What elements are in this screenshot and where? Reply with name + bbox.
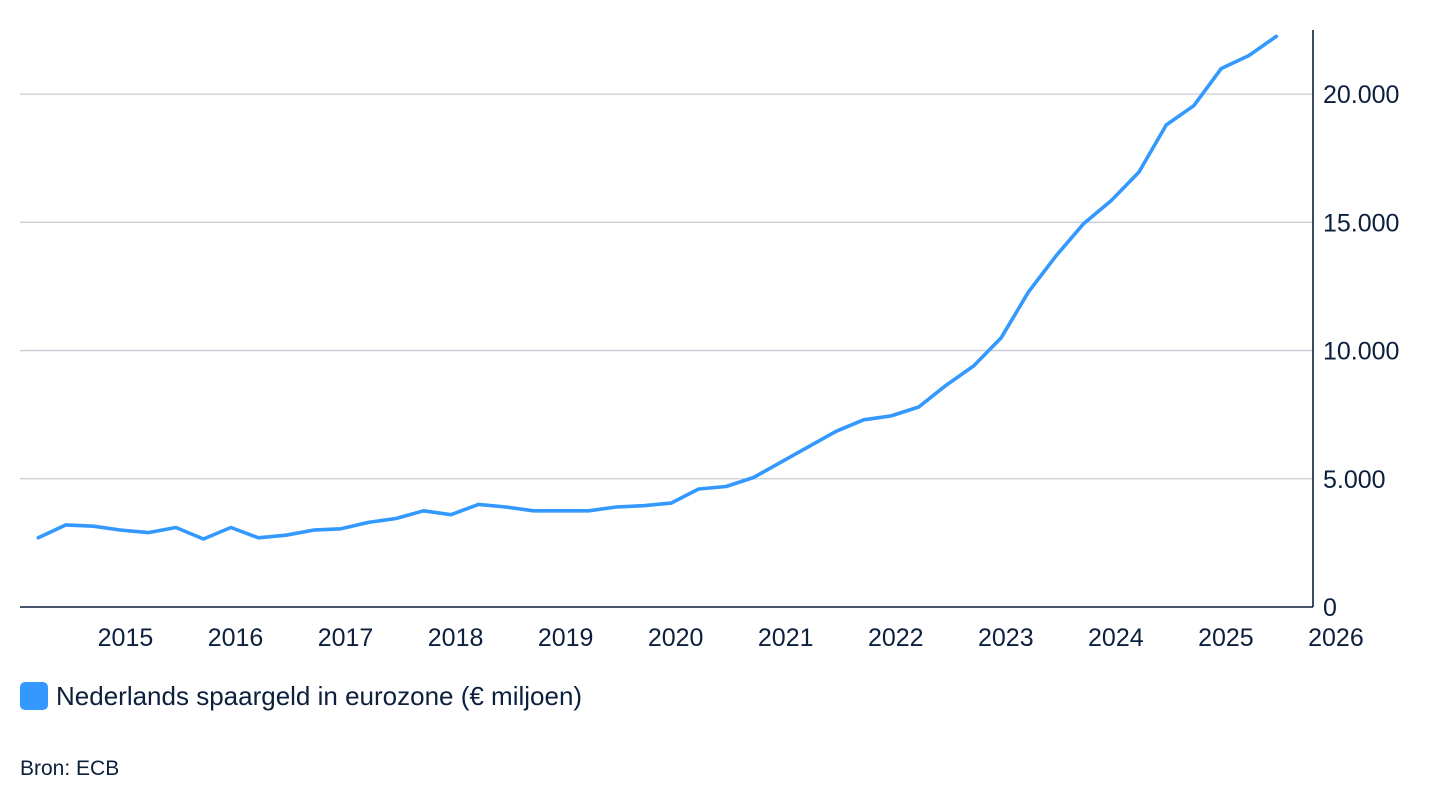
- data-point: [944, 383, 948, 387]
- data-point: [91, 524, 95, 528]
- data-point: [834, 429, 838, 433]
- data-point: [752, 476, 756, 480]
- legend: Nederlands spaargeld in eurozone (€ milj…: [20, 678, 582, 714]
- data-point: [146, 531, 150, 535]
- data-point: [36, 536, 40, 540]
- data-point: [477, 502, 481, 506]
- data-point: [587, 509, 591, 513]
- data-point: [174, 526, 178, 530]
- data-point: [642, 504, 646, 508]
- data-point: [1247, 54, 1251, 58]
- data-point: [339, 527, 343, 531]
- data-point: [256, 536, 260, 540]
- line-chart: 2015 2016 2017 2018 2019 2020 2021 2022 2023 2024…: [20, 30, 1399, 652]
- y-tick-label: 5.000: [1323, 466, 1386, 494]
- data-point: [862, 418, 866, 422]
- data-point: [1054, 254, 1058, 258]
- data-point: [1109, 199, 1113, 203]
- data-point: [917, 405, 921, 409]
- data-point: [779, 460, 783, 464]
- data-point: [807, 445, 811, 449]
- legend-swatch: [20, 682, 48, 710]
- data-point: [1137, 170, 1141, 174]
- data-point: [669, 501, 673, 505]
- data-point: [724, 485, 728, 489]
- x-tick-label: 2026: [1308, 624, 1364, 652]
- legend-label: Nederlands spaargeld in eurozone (€ milj…: [56, 680, 583, 711]
- data-point: [559, 509, 563, 513]
- x-tick-label: 2024: [1088, 624, 1144, 652]
- y-tick-label: 10.000: [1323, 338, 1399, 366]
- x-tick-label: 2017: [318, 624, 374, 652]
- gridlines: [20, 93, 1313, 480]
- data-point: [889, 414, 893, 418]
- axes: [20, 30, 1314, 608]
- data-point: [999, 336, 1003, 340]
- data-point: [311, 528, 315, 532]
- x-tick-label: 2020: [648, 624, 704, 652]
- data-point: [532, 509, 536, 513]
- data-point: [119, 528, 123, 532]
- data-point: [1274, 34, 1278, 38]
- x-axis-tick-labels: 2015 2016 2017 2018 2019 2020 2021 2022 2023 2024…: [98, 624, 1364, 652]
- data-point: [1219, 67, 1223, 71]
- data-point: [1082, 222, 1086, 226]
- data-point: [394, 517, 398, 521]
- y-tick-label: 0: [1323, 594, 1337, 622]
- x-tick-label: 2023: [978, 624, 1034, 652]
- x-tick-label: 2019: [538, 624, 594, 652]
- x-tick-label: 2016: [208, 624, 264, 652]
- data-point: [284, 533, 288, 537]
- x-tick-label: 2025: [1198, 624, 1254, 652]
- x-tick-label: 2021: [758, 624, 814, 652]
- data-point: [64, 523, 68, 527]
- y-axis-tick-labels: 0 5.000 10.000 15.000 20.000: [1323, 81, 1399, 622]
- y-tick-label: 15.000: [1323, 209, 1399, 237]
- data-point: [367, 520, 371, 524]
- data-point: [504, 505, 508, 509]
- data-point: [1027, 290, 1031, 294]
- data-point: [1192, 104, 1196, 108]
- source-note: Bron: ECB: [20, 757, 120, 780]
- x-tick-label: 2015: [98, 624, 154, 652]
- y-tick-label: 20.000: [1323, 81, 1399, 109]
- data-point: [422, 509, 426, 513]
- data-point: [201, 537, 205, 541]
- data-point: [614, 505, 618, 509]
- data-point: [972, 364, 976, 368]
- data-point: [697, 487, 701, 491]
- data-point: [229, 526, 233, 530]
- data-point: [1164, 123, 1168, 127]
- data-point: [449, 513, 453, 517]
- series-layer: [36, 34, 1279, 541]
- x-tick-label: 2022: [868, 624, 924, 652]
- series-line: [36, 34, 1279, 541]
- x-tick-label: 2018: [428, 624, 484, 652]
